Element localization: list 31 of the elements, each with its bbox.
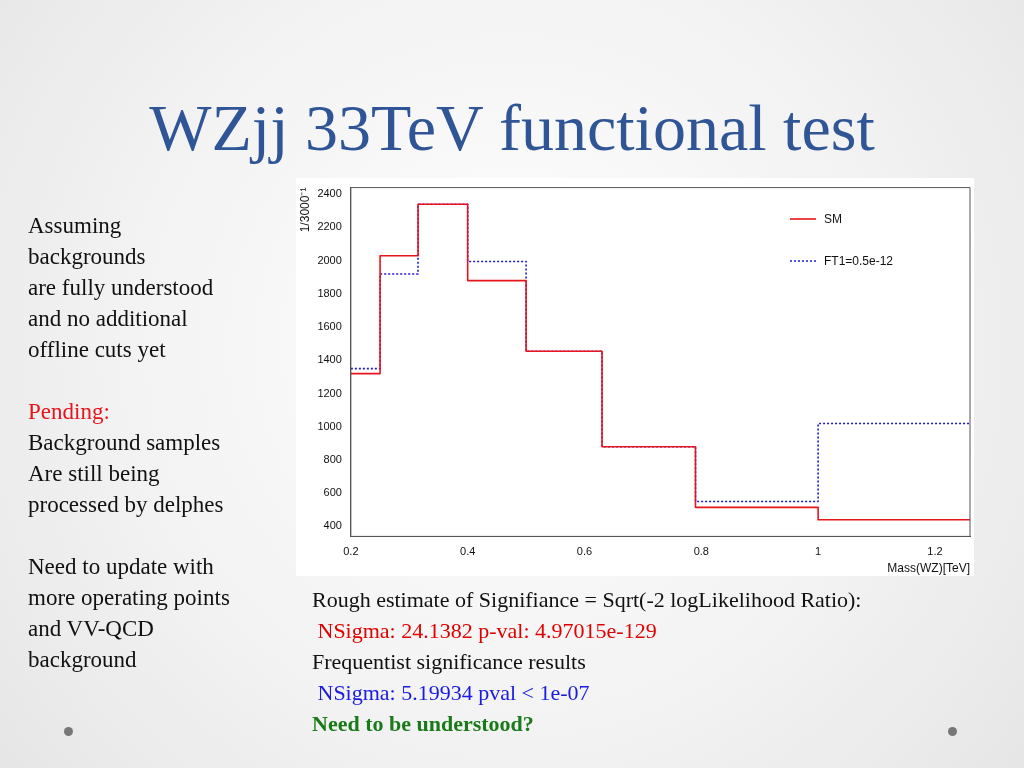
y-tick-label: 2000 <box>317 253 342 266</box>
text: Frequentist significance results <box>312 648 587 676</box>
legend-label: SM <box>824 211 842 226</box>
text: Assuming backgrounds are fully understood and no additional offline cuts yet <box>28 212 215 364</box>
x-tick-label: 0.8 <box>693 545 709 558</box>
y-tick-label: 1600 <box>317 320 342 333</box>
y-tick-label: 600 <box>323 486 342 499</box>
text: Need to be understood? <box>312 710 535 738</box>
text: NSigma: 5.19934 pval < 1e-07 <box>316 679 591 707</box>
text: Pending: <box>28 398 111 426</box>
y-tick-label: 1000 <box>317 419 342 432</box>
x-tick-label: 1.2 <box>927 545 943 558</box>
text: Rough estimate of Signifiance = Sqrt(-2 logLikelihood Ratio): <box>312 586 863 614</box>
y-tick-label: 800 <box>323 453 342 466</box>
y-tick-label: 1400 <box>317 353 342 366</box>
x-axis-title: Mass(WZ)[TeV] <box>887 561 970 576</box>
y-axis-title: 1/3000⁻¹ <box>297 187 312 233</box>
y-tick-label: 400 <box>323 519 342 532</box>
x-tick-label: 1 <box>815 545 822 558</box>
y-tick-label: 1800 <box>317 286 342 299</box>
text: NSigma: 24.1382 p-val: 4.97015e-129 <box>316 617 658 645</box>
legend-label: FT1=0.5e-12 <box>824 253 894 268</box>
text: Need to update with more operating points and VV-QCD background <box>28 553 231 674</box>
text: Background samples Are still being processed by delphes <box>28 429 225 519</box>
x-tick-label: 0.4 <box>460 545 476 558</box>
y-tick-label: 2400 <box>317 187 342 200</box>
x-tick-label: 0.6 <box>576 545 593 558</box>
y-tick-label: 1200 <box>317 386 342 399</box>
x-tick-label: 0.2 <box>343 545 359 558</box>
chart-title: WZjj 33TeV functional test <box>148 90 876 166</box>
y-tick-label: 2200 <box>317 220 342 233</box>
